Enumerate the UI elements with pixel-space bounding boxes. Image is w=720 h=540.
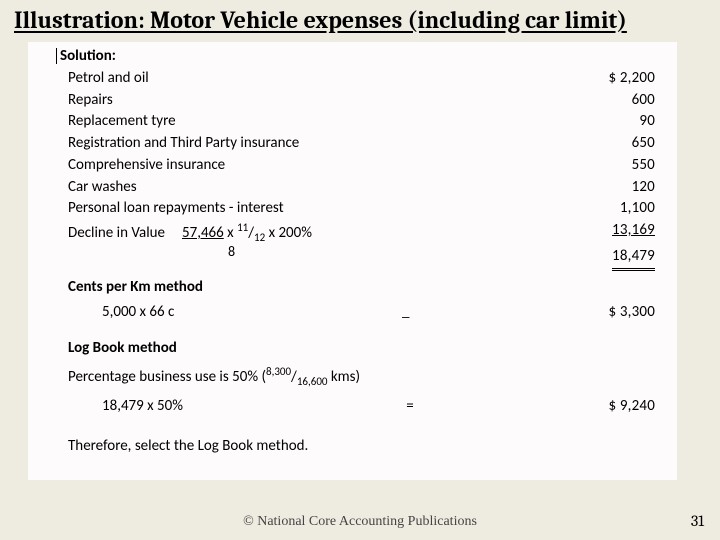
method-a-calc: 5,000 x 66 c _ $ 3,300 xyxy=(56,298,655,324)
item-row: Registration and Third Party insurance 6… xyxy=(56,133,655,155)
decline-amount: 13,169 xyxy=(577,220,655,246)
item-label: Petrol and oil xyxy=(56,68,577,90)
conclusion: Therefore, select the Log Book method. xyxy=(56,418,655,458)
item-label: Comprehensive insurance xyxy=(56,155,577,177)
item-row: Car washes 120 xyxy=(56,177,655,199)
item-amount: 650 xyxy=(577,133,655,155)
decline-divisor: 8 xyxy=(56,242,577,271)
method-a-expr: 5,000 x 66 c xyxy=(56,302,174,324)
item-row: Personal loan repayments - interest 1,10… xyxy=(56,198,655,220)
method-b-expr: 18,479 x 50% xyxy=(56,396,183,418)
method-a-amount: $ 3,300 xyxy=(577,302,655,324)
item-label: Replacement tyre xyxy=(56,111,577,133)
subtotal: 18,479 xyxy=(577,246,655,271)
method-a-heading: Cents per Km method xyxy=(56,271,655,299)
item-row: Petrol and oil $ 2,200 xyxy=(56,68,655,90)
method-a-eq: _ xyxy=(174,302,577,324)
method-b-pct: Percentage business use is 50% (8,300/16… xyxy=(56,360,655,390)
decline-numer: 11 xyxy=(237,221,248,234)
item-row: Comprehensive insurance 550 xyxy=(56,155,655,177)
item-label: Repairs xyxy=(56,90,577,112)
decline-pct: x 200% xyxy=(265,224,312,242)
item-row: Repairs 600 xyxy=(56,90,655,112)
decline-prefix: Decline in Value xyxy=(68,224,165,242)
item-label: Personal loan repayments - interest xyxy=(56,198,577,220)
text-cursor xyxy=(56,48,57,64)
footer-copyright: © National Core Accounting Publications xyxy=(0,514,720,530)
item-amount: 1,100 xyxy=(577,198,655,220)
item-amount: $ 2,200 xyxy=(577,68,655,90)
item-label: Car washes xyxy=(56,177,577,199)
item-amount: 90 xyxy=(577,111,655,133)
item-amount: 600 xyxy=(577,90,655,112)
slide-title: Illustration: Motor Vehicle expenses (in… xyxy=(0,0,720,42)
item-label: Registration and Third Party insurance xyxy=(56,133,577,155)
pct-denom: 16,600 xyxy=(297,375,328,388)
solution-box: Solution: Petrol and oil $ 2,200 Repairs… xyxy=(28,42,677,480)
method-b-heading: Log Book method xyxy=(56,324,655,360)
page-number: 31 xyxy=(691,512,704,530)
item-row: Replacement tyre 90 xyxy=(56,111,655,133)
pct-suffix: kms) xyxy=(327,368,360,386)
divisor-row: 8 18,479 xyxy=(56,246,655,271)
pct-numer: 8,300 xyxy=(266,365,291,378)
method-b-amount: $ 9,240 xyxy=(577,396,655,418)
method-b-calc: 18,479 x 50% = $ 9,240 xyxy=(56,390,655,418)
item-amount: 120 xyxy=(577,177,655,199)
times-text: x xyxy=(227,224,237,242)
solution-label: Solution: xyxy=(56,46,655,68)
pct-prefix: Percentage business use is 50% ( xyxy=(68,368,266,386)
decline-base: 57,466 xyxy=(182,224,224,242)
method-b-eq: = xyxy=(183,396,577,418)
item-amount: 550 xyxy=(577,155,655,177)
